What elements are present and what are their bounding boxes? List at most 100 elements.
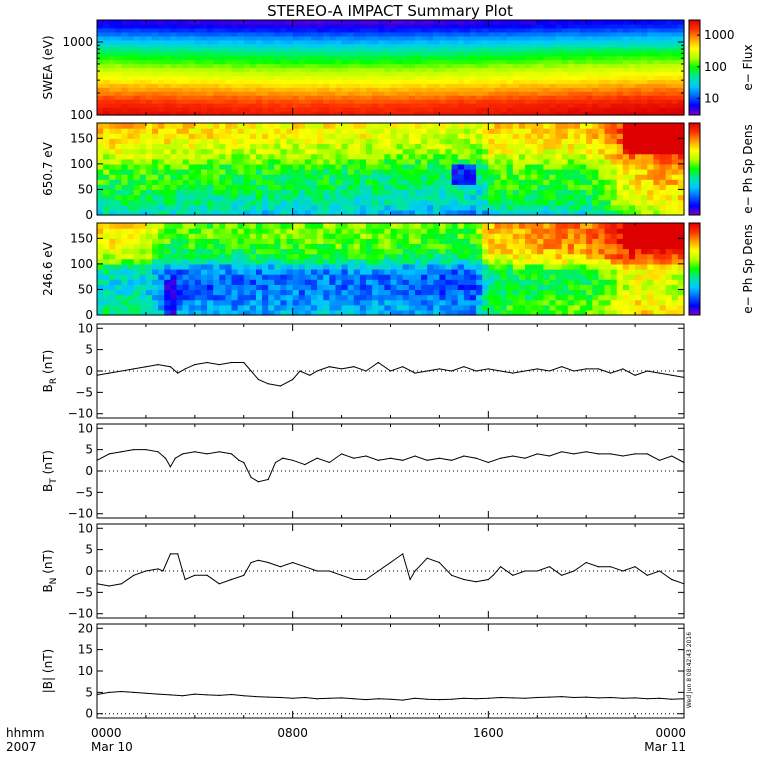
heatmap-cell <box>518 204 526 211</box>
heatmap-cell <box>335 204 343 211</box>
heatmap-cell <box>329 304 337 311</box>
heatmap-cell <box>139 304 147 311</box>
heatmap-cell <box>549 169 557 175</box>
heatmap-cell <box>237 294 245 301</box>
heatmap-cell <box>537 169 544 175</box>
heatmap-cell <box>537 153 544 160</box>
heatmap-cell <box>127 179 135 185</box>
heatmap-cell <box>311 263 318 270</box>
heatmap-cell <box>482 153 489 160</box>
heatmap-cell <box>213 23 220 29</box>
heatmap-cell <box>543 83 551 88</box>
heatmap-cell <box>207 253 214 260</box>
heatmap-cell <box>145 243 153 250</box>
heatmap-cell <box>194 67 202 73</box>
heatmap-cell <box>262 184 269 191</box>
heatmap-cell <box>262 243 269 250</box>
heatmap-cell <box>586 51 593 57</box>
heatmap-cell <box>671 189 679 196</box>
heatmap-cell <box>298 158 306 165</box>
heatmap-cell <box>518 103 526 108</box>
heatmap-cell <box>304 143 312 150</box>
heatmap-cell <box>286 309 294 316</box>
heatmap-cell <box>555 35 563 41</box>
heatmap-cell <box>408 27 416 33</box>
heatmap-cell <box>628 27 636 33</box>
heatmap-cell <box>152 238 159 245</box>
heatmap-cell <box>506 158 514 165</box>
heatmap-cell <box>439 91 447 96</box>
heatmap-cell <box>200 158 208 165</box>
heatmap-cell <box>152 274 159 280</box>
heatmap-cell <box>457 31 465 37</box>
heatmap-cell <box>506 99 514 104</box>
heatmap-cell <box>531 23 538 29</box>
heatmap-cell <box>427 27 434 33</box>
heatmap-cell <box>665 148 673 155</box>
heatmap-cell <box>127 248 135 255</box>
heatmap-cell <box>97 204 104 211</box>
heatmap-cell <box>145 79 153 84</box>
heatmap-cell <box>549 23 557 29</box>
heatmap-cell <box>207 23 214 29</box>
heatmap-cell <box>616 174 624 180</box>
heatmap-cell <box>152 194 159 201</box>
heatmap-cell <box>341 194 349 201</box>
heatmap-cell <box>255 107 263 112</box>
heatmap-cell <box>255 304 263 311</box>
heatmap-cell <box>329 253 337 260</box>
heatmap-cell <box>567 95 575 100</box>
heatmap-cell <box>121 143 129 150</box>
heatmap-cell <box>243 87 251 92</box>
heatmap-cell <box>359 169 367 175</box>
heatmap-cell <box>268 163 275 170</box>
heatmap-cell <box>121 269 129 275</box>
heatmap-cell <box>463 95 471 100</box>
heatmap-cell <box>476 99 483 104</box>
heatmap-cell <box>457 71 465 77</box>
heatmap-cell <box>378 35 385 41</box>
heatmap-cell <box>268 35 275 41</box>
heatmap-cell <box>641 87 648 92</box>
heatmap-cell <box>512 163 520 170</box>
heatmap-cell <box>121 67 129 73</box>
heatmap-cell <box>506 153 514 160</box>
heatmap-cell <box>463 43 471 49</box>
heatmap-cell <box>665 194 673 201</box>
heatmap-cell <box>237 243 245 250</box>
heatmap-cell <box>347 169 355 175</box>
heatmap-cell <box>249 39 257 45</box>
heatmap-cell <box>274 55 282 61</box>
heatmap-cell <box>537 39 544 45</box>
heatmap-cell <box>366 299 373 306</box>
heatmap-cell <box>292 294 300 301</box>
heatmap-cell <box>353 55 361 61</box>
heatmap-cell <box>457 103 465 108</box>
heatmap-cell <box>537 79 544 84</box>
heatmap-cell <box>463 20 471 25</box>
heatmap-cell <box>164 91 171 96</box>
heatmap-cell <box>219 35 226 41</box>
heatmap-cell <box>188 23 196 29</box>
heatmap-cell <box>145 55 153 61</box>
heatmap-cell <box>176 233 184 239</box>
heatmap-cell <box>488 39 496 45</box>
heatmap-cell <box>109 204 116 211</box>
heatmap-cell <box>225 20 233 25</box>
heatmap-cell <box>335 209 343 216</box>
heatmap-cell <box>311 27 318 33</box>
heatmap-cell <box>408 133 416 139</box>
heatmap-cell <box>353 39 361 45</box>
heatmap-cell <box>628 67 636 73</box>
heatmap-cell <box>573 63 581 69</box>
heatmap-cell <box>445 43 453 49</box>
heatmap-cell <box>476 31 483 37</box>
heatmap-cell <box>286 123 294 129</box>
heatmap-cell <box>243 153 251 160</box>
heatmap-cell <box>359 289 367 296</box>
heatmap-cell <box>188 174 196 180</box>
heatmap-cell <box>463 31 471 37</box>
heatmap-cell <box>115 299 123 306</box>
heatmap-cell <box>225 169 233 175</box>
heatmap-cell <box>463 138 471 145</box>
